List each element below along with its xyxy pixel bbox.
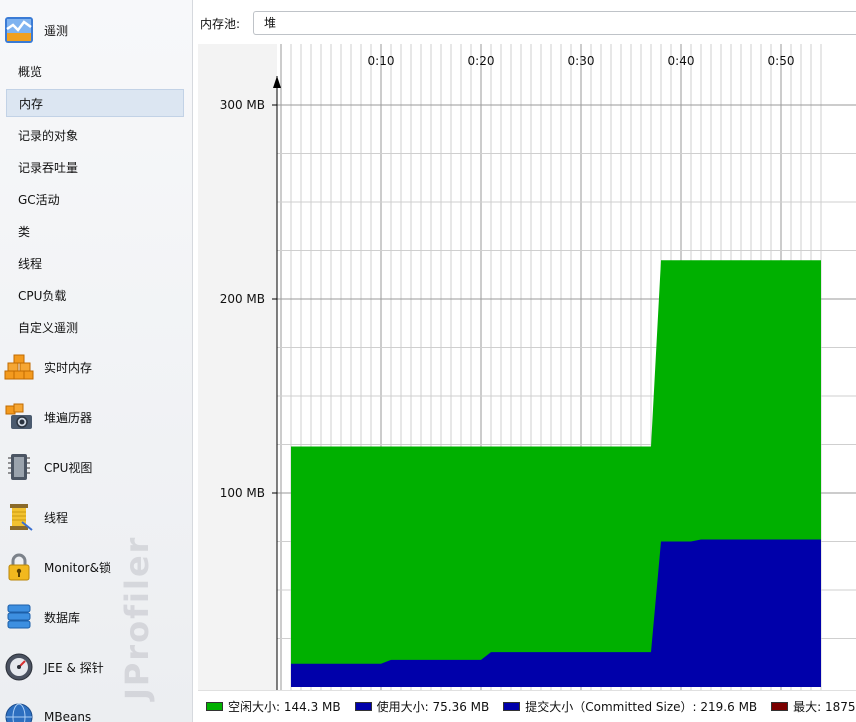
memory-chart[interactable]: 100 MB 200 MB 300 MB 0:10 0:20 0:30 0:40 0:50 bbox=[198, 44, 856, 690]
sidebar-item-threads[interactable]: 线程 bbox=[18, 256, 43, 271]
chart-legend: 空闲大小: 144.3 MB 使用大小: 75.36 MB 提交大小（Commi… bbox=[198, 690, 856, 722]
y-tick-label: 200 MB bbox=[220, 292, 265, 306]
sidebar-item-gc-activity[interactable]: GC活动 bbox=[18, 192, 60, 207]
sidebar-item-custom-telemetry[interactable]: 自定义遥测 bbox=[18, 320, 79, 335]
heap-walker-icon bbox=[5, 403, 32, 429]
x-tick-label: 0:20 bbox=[468, 54, 495, 68]
x-tick-label: 0:40 bbox=[668, 54, 695, 68]
sidebar-section-jee-probes[interactable]: JEE & 探针 bbox=[0, 643, 192, 691]
threads-icon bbox=[10, 504, 33, 531]
view-selector-sidebar: 遥测 概览 内存 记录的对象 记录吞吐量 GC活动 类 线程 CPU负载 自定义… bbox=[0, 0, 193, 722]
sidebar-item-recorded-throughput[interactable]: 记录吞吐量 bbox=[18, 160, 79, 175]
sidebar-item-recorded-objects[interactable]: 记录的对象 bbox=[18, 128, 79, 143]
cpu-views-icon bbox=[8, 454, 30, 480]
legend-swatch bbox=[503, 702, 521, 711]
sidebar-section-label: MBeans bbox=[44, 710, 92, 722]
y-tick-label: 100 MB bbox=[220, 486, 265, 500]
jprofiler-watermark: JProfiler bbox=[118, 535, 156, 700]
sidebar-section-live-memory[interactable]: 实时内存 bbox=[0, 343, 192, 391]
legend-item-max: 最大: 1875.4 MB bbox=[771, 698, 856, 715]
sidebar-section-label: 遥测 bbox=[44, 23, 69, 38]
legend-item-free-size: 空闲大小: 144.3 MB bbox=[206, 698, 341, 715]
sidebar-section-mbeans[interactable]: MBeans bbox=[0, 693, 192, 722]
sidebar-section-label: 堆遍历器 bbox=[44, 410, 93, 425]
sidebar-section-label: CPU视图 bbox=[44, 460, 93, 475]
sidebar-section-label: 实时内存 bbox=[44, 360, 93, 375]
mbeans-icon bbox=[5, 703, 33, 722]
legend-item-committed-size: 提交大小（Committed Size）: 219.6 MB bbox=[503, 698, 757, 715]
legend-label: 空闲大小: 144.3 MB bbox=[228, 700, 341, 714]
sidebar-section-cpu-views[interactable]: CPU视图 bbox=[0, 443, 192, 491]
sidebar-section-label: 数据库 bbox=[44, 610, 81, 625]
legend-label: 使用大小: 75.36 MB bbox=[376, 700, 490, 714]
sidebar-section-label: 线程 bbox=[44, 510, 69, 525]
legend-item-used-size: 使用大小: 75.36 MB bbox=[354, 698, 490, 715]
memory-pool-select[interactable]: 堆 bbox=[253, 11, 856, 35]
legend-label: 提交大小（Committed Size）: 219.6 MB bbox=[525, 700, 758, 714]
legend-swatch bbox=[771, 702, 789, 711]
telemetry-icon bbox=[5, 17, 33, 43]
jee-probes-icon bbox=[5, 653, 33, 681]
sidebar-section-label: JEE & 探针 bbox=[44, 660, 104, 675]
database-icon bbox=[7, 604, 31, 629]
y-axis-arrow-icon bbox=[273, 76, 281, 88]
sidebar-section-databases[interactable]: 数据库 bbox=[0, 593, 192, 641]
legend-label: 最大: 1875.4 MB bbox=[793, 700, 856, 714]
memory-chart-svg: 100 MB 200 MB 300 MB 0:10 0:20 0:30 0:40 0:50 bbox=[220, 44, 856, 690]
sidebar-section-telemetry[interactable]: 遥测 bbox=[0, 6, 192, 54]
memory-pool-label: 内存池: bbox=[200, 17, 241, 31]
sidebar-item-memory[interactable]: 内存 bbox=[6, 89, 184, 117]
y-tick-label: 300 MB bbox=[220, 98, 265, 112]
sidebar-section-monitors-locks[interactable]: Monitor&锁 bbox=[0, 543, 192, 591]
x-tick-label: 0:30 bbox=[568, 54, 595, 68]
sidebar-section-heap-walker[interactable]: 堆遍历器 bbox=[0, 393, 192, 441]
x-tick-label: 0:10 bbox=[368, 54, 395, 68]
live-memory-icon bbox=[4, 354, 34, 380]
sidebar-section-label: Monitor&锁 bbox=[44, 560, 111, 575]
series-area-已用 bbox=[291, 539, 821, 687]
legend-swatch bbox=[354, 702, 372, 711]
sidebar-item-classes[interactable]: 类 bbox=[18, 224, 31, 239]
sidebar-item-cpu-load[interactable]: CPU负载 bbox=[18, 288, 67, 303]
monitor-lock-icon bbox=[8, 553, 30, 581]
sidebar-section-threads[interactable]: 线程 bbox=[0, 493, 192, 541]
sidebar-item-overview[interactable]: 概览 bbox=[18, 64, 43, 79]
legend-swatch bbox=[206, 702, 223, 711]
x-tick-label: 0:50 bbox=[768, 54, 795, 68]
